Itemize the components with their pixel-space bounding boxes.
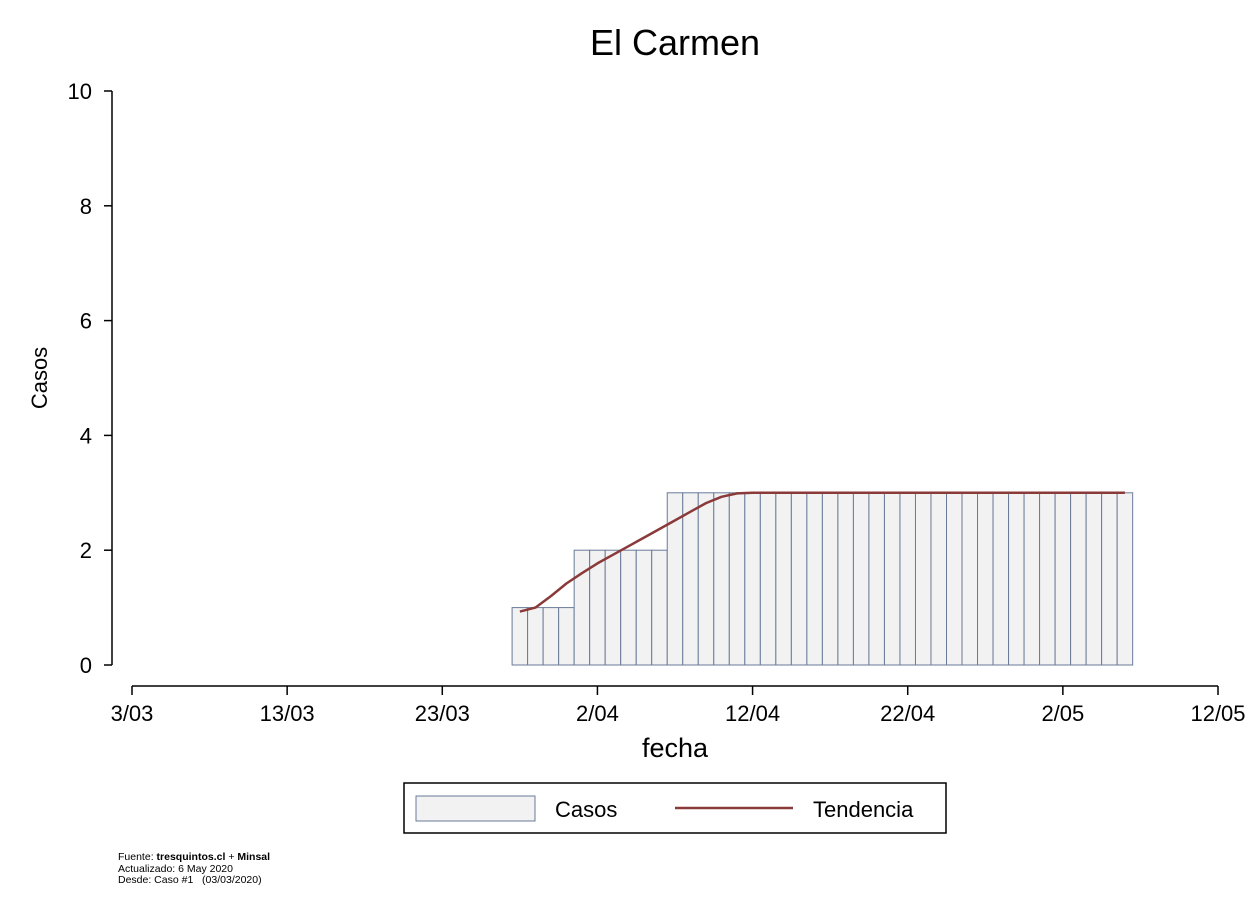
- bar: [1070, 492, 1087, 666]
- bar: [1101, 492, 1118, 666]
- bar: [868, 492, 885, 666]
- bar: [821, 492, 839, 666]
- bar: [573, 549, 591, 666]
- trend-line-group: [519, 491, 1125, 613]
- bar: [1039, 492, 1056, 666]
- bar: [1085, 492, 1103, 666]
- y-tick-label: 10: [68, 79, 92, 104]
- x-tick-label: 12/05: [1190, 701, 1245, 726]
- bars-casos: [511, 492, 1134, 666]
- bar: [527, 607, 544, 666]
- bar: [883, 492, 901, 666]
- x-tick-label: 3/03: [111, 701, 154, 726]
- fuente-label: Fuente:: [118, 851, 154, 863]
- bar: [1116, 492, 1134, 666]
- bar: [837, 492, 854, 666]
- bar: [728, 492, 746, 666]
- bar: [651, 549, 668, 666]
- bar: [604, 549, 622, 666]
- bar: [946, 492, 963, 666]
- y-axis-ticks: 0 2 4 6 8 10: [68, 79, 112, 678]
- bar: [542, 607, 560, 666]
- bar: [1054, 492, 1072, 666]
- fuente-plus: +: [228, 851, 235, 863]
- legend-label-tendencia: Tendencia: [813, 797, 914, 822]
- bar: [697, 492, 715, 666]
- credits-fuente: Fuente: tresquintos.cl + Minsal: [118, 851, 271, 864]
- bar: [635, 549, 653, 666]
- x-tick-label: 2/05: [1041, 701, 1084, 726]
- trend-line: [519, 491, 1125, 613]
- y-tick-label: 6: [80, 309, 92, 334]
- bar: [992, 492, 1010, 666]
- credits-desde: Desde: Caso #1 (03/03/2020): [118, 874, 262, 886]
- bar: [1023, 492, 1041, 666]
- y-tick-label: 0: [80, 653, 92, 678]
- bar: [620, 549, 637, 666]
- bar: [806, 492, 823, 666]
- x-axis-ticks: 3/03 13/03 23/03 2/04 12/04 22/04 2/05 12/05: [111, 686, 1246, 726]
- bar: [558, 607, 575, 666]
- x-tick-label: 2/04: [576, 701, 619, 726]
- bar: [930, 492, 948, 666]
- bar: [713, 492, 730, 666]
- y-tick-label: 2: [80, 538, 92, 563]
- y-tick-label: 4: [80, 423, 92, 448]
- bar: [790, 492, 808, 666]
- fuente-source-2: Minsal: [237, 851, 271, 863]
- x-tick-label: 12/04: [725, 701, 780, 726]
- bar: [511, 607, 529, 666]
- x-axis-label: fecha: [642, 733, 709, 763]
- x-tick-label: 13/03: [260, 701, 315, 726]
- bar: [961, 492, 979, 666]
- x-tick-label: 23/03: [415, 701, 470, 726]
- y-tick-label: 8: [80, 194, 92, 219]
- bar: [759, 492, 777, 666]
- credits: Fuente: tresquintos.cl + Minsal Actualiz…: [118, 851, 271, 887]
- bar: [744, 492, 761, 666]
- bar: [914, 492, 932, 666]
- legend-swatch-casos: [415, 795, 536, 822]
- legend: Casos Tendencia: [403, 782, 947, 834]
- y-axis-label: Casos: [27, 347, 52, 409]
- bar: [852, 492, 870, 666]
- bar: [899, 492, 916, 666]
- bar: [682, 492, 699, 666]
- fuente-source-1: tresquintos.cl: [156, 851, 226, 863]
- bar: [775, 492, 792, 666]
- chart-title: El Carmen: [590, 22, 760, 63]
- bar: [1008, 492, 1025, 666]
- legend-label-casos: Casos: [555, 797, 617, 822]
- bar: [977, 492, 994, 666]
- credits-actualizado: Actualizado: 6 May 2020: [118, 862, 233, 875]
- x-tick-label: 22/04: [880, 701, 935, 726]
